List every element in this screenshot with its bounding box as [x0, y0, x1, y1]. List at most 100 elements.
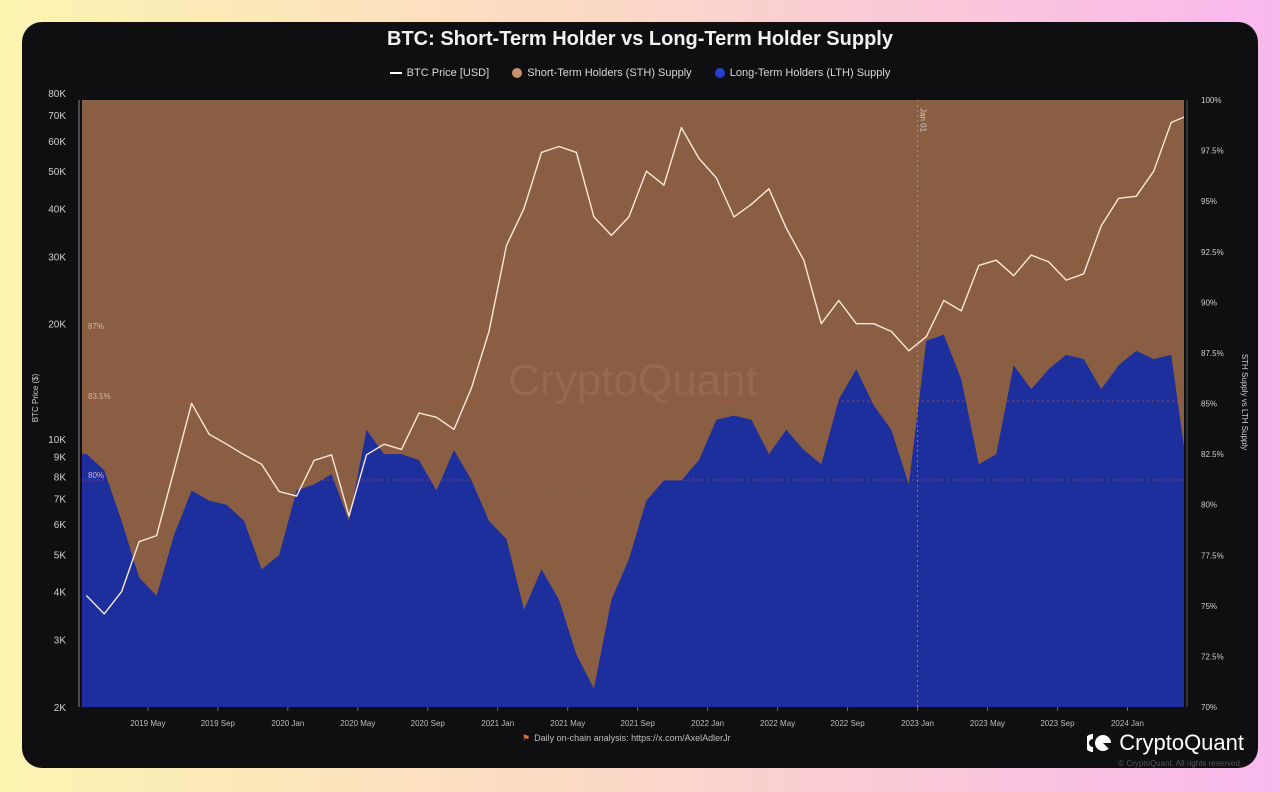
brand-logo: CryptoQuant	[1087, 730, 1244, 756]
legend-dot-swatch	[512, 68, 523, 79]
price-point	[593, 216, 595, 218]
y-right-tick-label: 90%	[1201, 298, 1217, 307]
reference-line-label: 87%	[88, 322, 104, 331]
price-point	[1083, 273, 1085, 275]
price-point	[1153, 170, 1155, 172]
price-point	[348, 515, 350, 517]
chart-card: CryptoQuant 87% 83.5% 80% Jan 01 80K 70K 60K 50K…	[22, 22, 1258, 768]
legend-item-price[interactable]: BTC Price [USD]	[389, 67, 489, 79]
price-point	[86, 595, 88, 597]
price-point	[295, 495, 298, 497]
price-point	[191, 402, 193, 404]
price-point	[208, 433, 210, 435]
y-right-tick-label: 85%	[1201, 400, 1217, 409]
legend-dot-swatch	[714, 68, 725, 79]
y-left-tick-label: 8K	[54, 472, 67, 483]
legend-item-lth[interactable]: Long-Term Holders (LTH) Supply	[714, 67, 891, 79]
y-left-tick-label: 10K	[48, 435, 66, 446]
reference-line-label: 83.5%	[88, 392, 111, 401]
price-point	[558, 145, 560, 148]
y-right-tick-label: 95%	[1201, 197, 1217, 206]
y-left-tick-label: 20K	[48, 320, 66, 331]
price-point	[715, 177, 717, 179]
price-point	[1048, 261, 1050, 263]
price-point	[978, 264, 980, 266]
y-left-tick-label: 30K	[48, 252, 66, 263]
y-left-tick-label: 60K	[48, 137, 66, 148]
x-tick-label: 2020 Sep	[411, 719, 446, 728]
x-tick-label: 2023 Sep	[1040, 719, 1075, 728]
price-point	[488, 330, 490, 333]
price-point	[645, 170, 648, 172]
price-point	[435, 416, 438, 418]
price-point	[1030, 254, 1032, 256]
price-point	[680, 126, 682, 129]
price-point	[890, 330, 892, 333]
x-tick-label: 2023 May	[970, 719, 1005, 728]
chart-legend: BTC Price [USD] Short-Term Holders (STH)…	[22, 67, 1258, 79]
y-right-tick-label: 77.5%	[1201, 551, 1224, 560]
y-left-tick-label: 40K	[48, 204, 66, 215]
x-tick-label: 2023 Jan	[901, 719, 934, 728]
price-point	[470, 387, 473, 389]
btc-price-line	[86, 116, 1184, 615]
price-point	[313, 459, 315, 461]
y-left-tick-label: 70K	[48, 111, 66, 122]
source-note[interactable]: ⚑ Daily on-chain analysis: https://x.com/…	[522, 733, 731, 744]
y-right-tick-label: 75%	[1201, 602, 1217, 611]
price-point	[838, 299, 840, 302]
price-point	[1170, 121, 1172, 124]
price-point	[995, 259, 997, 261]
price-point	[820, 323, 822, 325]
lth-supply-area	[82, 334, 1184, 707]
price-point	[1118, 197, 1120, 199]
legend-label: Long-Term Holders (LTH) Supply	[729, 67, 891, 79]
x-tick-label: 2019 Sep	[201, 719, 236, 728]
x-tick-label: 2021 Jan	[481, 719, 514, 728]
y-right-tick-label: 72.5%	[1201, 652, 1224, 661]
price-point	[663, 184, 665, 186]
y-left-tick-label: 80K	[48, 89, 66, 100]
price-point	[103, 613, 105, 615]
y-left-axis-title: BTC Price ($)	[31, 373, 40, 422]
legend-line-swatch	[389, 72, 402, 75]
price-point	[121, 591, 123, 593]
x-tick-label: 2022 May	[760, 719, 795, 728]
price-point	[330, 454, 333, 456]
price-point	[733, 216, 735, 218]
source-text: Daily on-chain analysis: https://x.com/A…	[534, 733, 731, 743]
price-point	[400, 448, 403, 451]
x-tick-label: 2024 Jan	[1111, 719, 1144, 728]
price-point	[768, 188, 770, 190]
price-point	[628, 216, 630, 218]
price-point	[156, 535, 158, 537]
copyright: © CryptoQuant. All rights reserved.	[1118, 759, 1242, 768]
y-left-tick-label: 5K	[54, 550, 67, 561]
x-tick-label: 2022 Sep	[830, 719, 865, 728]
chart-title: BTC: Short-Term Holder vs Long-Term Hold…	[387, 28, 893, 50]
y-right-tick-label: 87.5%	[1201, 349, 1224, 358]
price-point	[943, 299, 945, 302]
price-point	[908, 350, 910, 352]
y-left-tick-label: 9K	[54, 453, 67, 464]
reference-line-label: 80%	[88, 471, 104, 480]
event-marker-label: Jan 01	[919, 108, 928, 133]
legend-item-sth[interactable]: Short-Term Holders (STH) Supply	[512, 67, 692, 79]
price-point	[505, 244, 508, 247]
price-point	[1100, 225, 1102, 227]
price-point	[278, 490, 280, 493]
price-point	[855, 323, 857, 325]
price-point	[610, 234, 613, 237]
price-point	[1188, 115, 1189, 116]
brand-name: CryptoQuant	[1119, 730, 1244, 755]
x-tick-label: 2021 May	[550, 719, 585, 728]
legend-label: Short-Term Holders (STH) Supply	[527, 67, 692, 79]
price-point	[418, 412, 420, 414]
price-point	[260, 463, 263, 465]
price-point	[523, 207, 525, 209]
y-left-tick-label: 7K	[54, 494, 67, 505]
price-point	[785, 227, 787, 229]
x-tick-label: 2022 Jan	[691, 719, 724, 728]
watermark: CryptoQuant	[508, 356, 757, 405]
price-point	[960, 310, 962, 312]
